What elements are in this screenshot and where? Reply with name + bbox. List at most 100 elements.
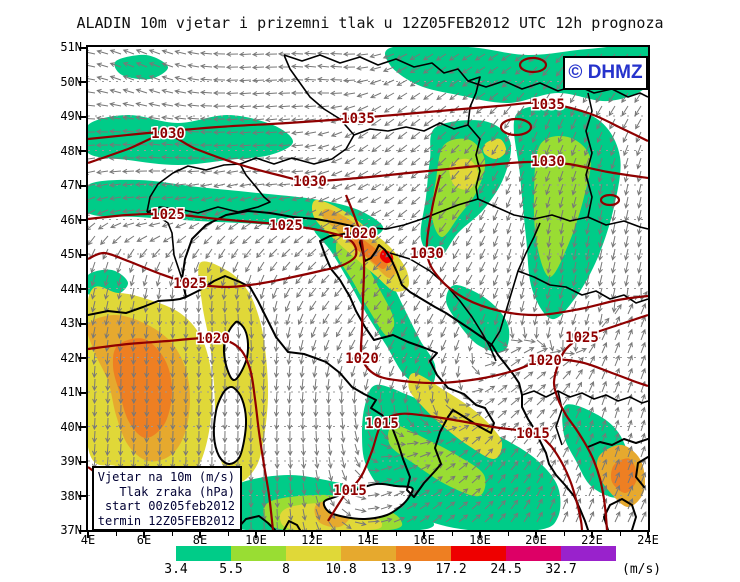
lat-tick bbox=[79, 150, 86, 152]
lon-tick bbox=[255, 531, 257, 538]
isobar-label: 1020 bbox=[343, 226, 377, 242]
wind-speed-region bbox=[387, 424, 486, 497]
isobar-line bbox=[88, 101, 648, 142]
country-border-layer bbox=[146, 54, 648, 446]
colorbar-segment bbox=[396, 546, 451, 561]
colorbar-threshold-label: 17.2 bbox=[435, 562, 467, 577]
lon-axis-label: 6E bbox=[136, 533, 152, 547]
info-line-start: start 00z05feb2012 bbox=[104, 499, 235, 513]
isobar-closed-loop bbox=[499, 117, 533, 137]
wind-speed-region bbox=[335, 238, 395, 337]
lat-tick bbox=[79, 46, 86, 49]
lon-axis-label: 8E bbox=[192, 533, 208, 547]
lat-axis-label: 47N bbox=[60, 178, 82, 192]
lat-tick bbox=[79, 426, 86, 428]
wind-speed-colorbar bbox=[176, 546, 616, 561]
colorbar-unit: (m/s) bbox=[622, 562, 662, 577]
lon-minor-tick bbox=[283, 531, 285, 536]
lon-axis-label: 22E bbox=[581, 533, 603, 547]
lat-axis-label: 37N bbox=[60, 523, 82, 537]
lat-tick bbox=[79, 529, 86, 532]
colorbar-threshold-label: 10.8 bbox=[325, 562, 357, 577]
lat-axis-label: 38N bbox=[60, 488, 82, 503]
colorbar-segment bbox=[286, 546, 341, 561]
colorbar-threshold-label: 8 bbox=[282, 562, 290, 577]
lon-axis-label: 14E bbox=[357, 533, 379, 547]
colorbar-segment bbox=[451, 546, 506, 561]
isobar-label: 1035 bbox=[531, 97, 565, 113]
colorbar-threshold-label: 32.7 bbox=[545, 562, 577, 577]
lon-tick bbox=[479, 531, 481, 538]
isobar-line bbox=[425, 174, 648, 317]
lat-axis-label: 44N bbox=[60, 281, 82, 296]
wind-speed-shading-layer bbox=[88, 47, 648, 530]
isobar-line bbox=[88, 133, 648, 183]
info-line-pressure: Tlak zraka (hPa) bbox=[119, 484, 235, 499]
lon-tick bbox=[535, 531, 537, 538]
colorbar-segment bbox=[176, 546, 231, 561]
colorbar-threshold-label: 5.5 bbox=[219, 562, 243, 577]
lon-tick bbox=[423, 531, 425, 538]
lat-axis-label: 41N bbox=[60, 385, 82, 399]
isobar-label: 1030 bbox=[151, 126, 185, 142]
isobar-label: 1030 bbox=[410, 246, 444, 262]
lat-tick bbox=[79, 391, 86, 394]
wind-speed-region bbox=[610, 458, 638, 494]
lon-tick bbox=[87, 531, 89, 538]
lon-minor-tick bbox=[619, 531, 621, 536]
isobar-line bbox=[327, 412, 584, 530]
wind-speed-region bbox=[483, 138, 507, 160]
isobar-closed-loop bbox=[518, 56, 548, 74]
lon-axis-label: 20E bbox=[525, 533, 547, 547]
wind-speed-region bbox=[533, 136, 591, 278]
isobar-closed-loop bbox=[599, 193, 621, 207]
colorbar-threshold-label: 3.4 bbox=[164, 562, 188, 577]
lat-axis-label: 48N bbox=[60, 143, 82, 158]
lat-axis-label: 40N bbox=[60, 419, 82, 434]
lat-axis-label: 42N bbox=[60, 350, 82, 365]
lon-minor-tick bbox=[171, 531, 173, 536]
wind-speed-region bbox=[88, 114, 294, 165]
isobar-layer bbox=[88, 56, 648, 530]
isobar-label: 1030 bbox=[531, 154, 565, 170]
wind-arrows-layer bbox=[88, 49, 648, 530]
lon-axis-label: 12E bbox=[301, 533, 323, 547]
colorbar-segment bbox=[231, 546, 286, 561]
lat-axis-label: 50N bbox=[60, 74, 82, 89]
isobar-line bbox=[88, 336, 275, 530]
isobar-label: 1015 bbox=[516, 426, 550, 442]
legend-info-box: Vjetar na 10m (m/s) Tlak zraka (hPa) sta… bbox=[92, 466, 242, 531]
lon-minor-tick bbox=[507, 531, 509, 536]
lon-axis-label: 18E bbox=[469, 533, 491, 547]
lat-axis-label: 51N bbox=[60, 40, 82, 54]
wind-speed-region bbox=[446, 285, 510, 353]
lon-minor-tick bbox=[451, 531, 453, 536]
info-line-termin: termin 12Z05FEB2012 bbox=[97, 513, 235, 528]
colorbar-threshold-label: 24.5 bbox=[490, 562, 522, 577]
isobar-label: 1020 bbox=[345, 351, 379, 367]
lon-axis-label: 4E bbox=[80, 533, 96, 547]
isobar-label: 1025 bbox=[151, 207, 185, 223]
colorbar-segment bbox=[561, 546, 616, 561]
lon-axis-label: 10E bbox=[245, 533, 267, 547]
isobar-label: 1020 bbox=[196, 331, 230, 347]
lat-tick bbox=[79, 495, 86, 497]
wind-speed-region bbox=[114, 54, 169, 80]
info-line-wind: Vjetar na 10m (m/s) bbox=[97, 470, 235, 484]
isobar-label: 1025 bbox=[269, 218, 303, 234]
lon-minor-tick bbox=[395, 531, 397, 536]
lon-minor-tick bbox=[339, 531, 341, 536]
lon-tick bbox=[591, 531, 593, 538]
lon-tick bbox=[199, 531, 201, 538]
lat-tick bbox=[79, 81, 86, 83]
isobar-label: 1015 bbox=[333, 483, 367, 499]
lon-minor-tick bbox=[563, 531, 565, 536]
lon-axis-label: 24E bbox=[637, 533, 659, 547]
lat-axis-label: 45N bbox=[60, 247, 82, 261]
colorbar-segment bbox=[506, 546, 561, 561]
lat-tick bbox=[79, 357, 86, 359]
map-frame: 1030 1035 1035 1030 1030 1025 1025 1020 1030 1025… bbox=[86, 45, 650, 532]
